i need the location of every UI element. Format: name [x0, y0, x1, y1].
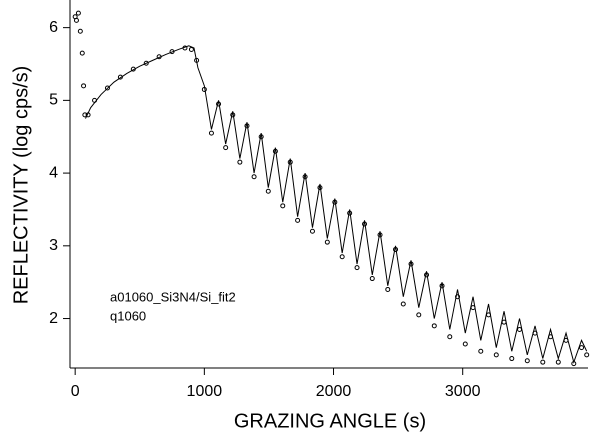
data-point	[251, 174, 257, 180]
data-point	[455, 294, 461, 300]
y-tick-label: 5	[49, 92, 58, 109]
annotation: a01060_Si3N4/Si_fit2	[110, 289, 236, 304]
data-point	[223, 145, 229, 151]
data-point	[431, 323, 437, 329]
y-tick-label: 6	[49, 19, 58, 36]
data-point	[324, 239, 330, 245]
data-point	[79, 50, 85, 56]
x-tick-label: 3000	[445, 383, 481, 400]
y-axis-label: REFLECTIVITY (log cps/s)	[10, 66, 32, 305]
data-point	[509, 356, 515, 362]
data-point	[280, 203, 286, 209]
data-point	[77, 28, 83, 34]
data-point	[555, 359, 561, 365]
data-point	[143, 60, 149, 66]
data-point	[265, 188, 271, 194]
data-point	[309, 228, 315, 234]
data-point	[385, 286, 391, 292]
fit-line	[85, 45, 588, 364]
data-point	[295, 217, 301, 223]
data-point	[339, 254, 345, 260]
data-point	[369, 276, 375, 282]
data-point	[400, 301, 406, 307]
data-point	[478, 348, 484, 354]
data-point	[104, 85, 110, 91]
y-tick-label: 2	[49, 310, 58, 327]
data-point	[462, 341, 468, 347]
data-point	[416, 312, 422, 318]
data-point	[517, 326, 523, 332]
annotation: q1060	[110, 308, 146, 323]
data-point	[73, 17, 79, 23]
data-point	[81, 83, 87, 89]
data-point	[584, 352, 590, 358]
data-point	[579, 345, 585, 351]
data-point	[237, 159, 243, 165]
x-axis-label: GRAZING ANGLE (s)	[234, 410, 426, 432]
data-point	[493, 352, 499, 358]
y-tick-label: 3	[49, 237, 58, 254]
data-point	[524, 358, 530, 364]
data-point	[208, 130, 214, 136]
data-point	[354, 265, 360, 271]
x-tick-label: 2000	[316, 383, 352, 400]
x-tick-label: 0	[71, 383, 80, 400]
data-point	[117, 74, 123, 80]
data-point	[447, 334, 453, 340]
x-tick-label: 1000	[187, 383, 223, 400]
y-tick-label: 4	[49, 164, 58, 181]
data-point	[75, 10, 81, 16]
data-point	[188, 46, 194, 52]
data-point	[540, 359, 546, 365]
